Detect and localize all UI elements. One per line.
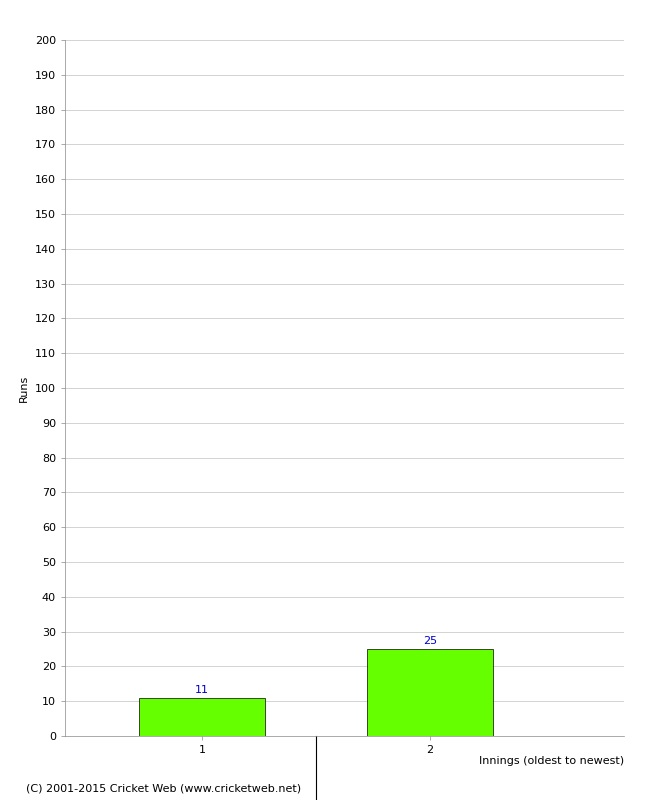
Y-axis label: Runs: Runs bbox=[20, 374, 29, 402]
Bar bbox=[139, 698, 265, 736]
Text: (C) 2001-2015 Cricket Web (www.cricketweb.net): (C) 2001-2015 Cricket Web (www.cricketwe… bbox=[26, 784, 301, 794]
Text: Innings (oldest to newest): Innings (oldest to newest) bbox=[479, 756, 624, 766]
Text: 11: 11 bbox=[195, 685, 209, 695]
Bar bbox=[367, 649, 493, 736]
Text: 25: 25 bbox=[423, 636, 437, 646]
